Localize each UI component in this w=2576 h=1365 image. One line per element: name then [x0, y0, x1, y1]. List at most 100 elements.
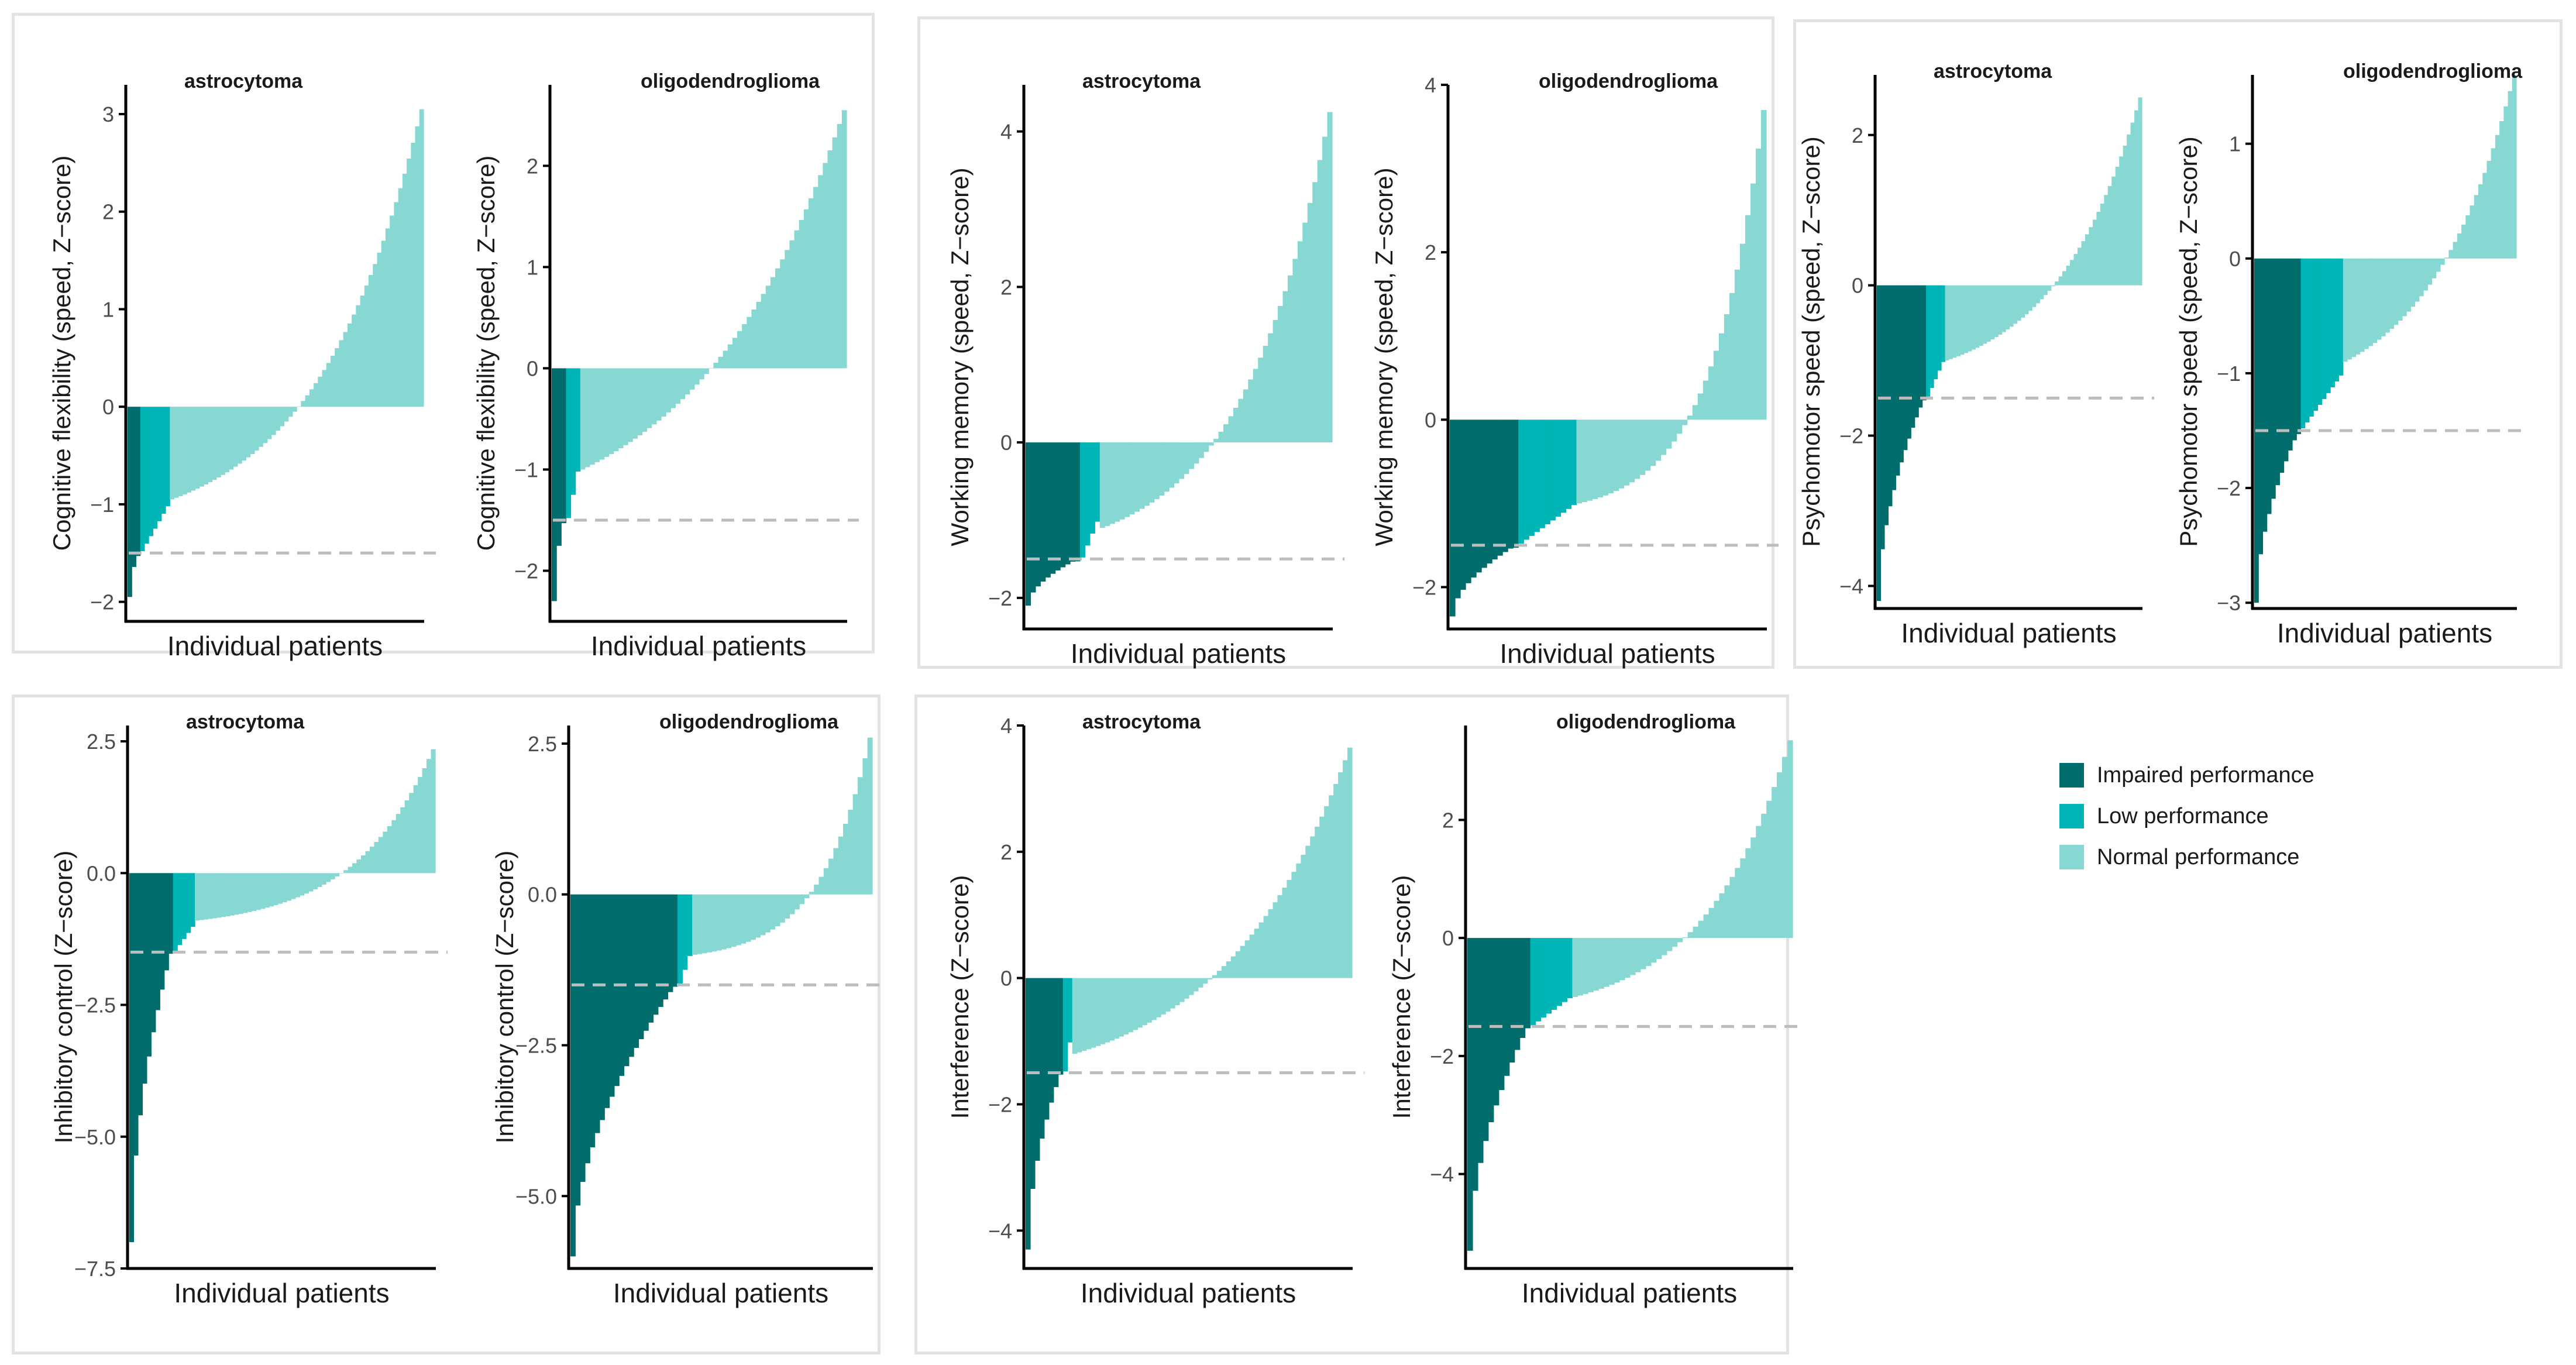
bar-normal [2024, 285, 2029, 315]
bar-normal [1072, 978, 1078, 1054]
bar-normal [1218, 431, 1224, 443]
bar-normal [1287, 879, 1292, 978]
bar-normal [794, 894, 800, 910]
bar-normal [276, 407, 280, 431]
bar-impaired [653, 894, 659, 1015]
bar-impaired [1472, 938, 1478, 1191]
bar-low [190, 873, 195, 927]
bar-normal [761, 294, 766, 369]
bar-impaired [1498, 938, 1505, 1091]
legend: Impaired performance Low performance Nor… [2059, 755, 2314, 878]
bar-normal [1687, 932, 1694, 938]
bar-normal [2047, 285, 2052, 291]
bar-normal [1184, 442, 1189, 475]
bar-normal [2402, 258, 2407, 317]
bar-normal [741, 894, 747, 944]
bar-impaired [2292, 258, 2297, 441]
bar-normal [195, 407, 200, 489]
bar-low [1934, 285, 1938, 380]
bar-normal [212, 407, 217, 480]
bar-impaired [1055, 442, 1061, 570]
bar-normal [813, 187, 818, 369]
bar-normal [2111, 176, 2116, 286]
y-tick-label: 4 [1425, 73, 1436, 97]
bar-impaired [575, 894, 581, 1206]
bar-normal [832, 137, 838, 369]
bar-low [140, 407, 145, 551]
bar-normal [419, 109, 424, 407]
bar-normal [2134, 110, 2139, 286]
bar-normal [2398, 258, 2403, 321]
bar-normal [2138, 97, 2142, 286]
bar-impaired [1450, 420, 1456, 617]
bar-normal [2448, 250, 2454, 259]
bar-normal [765, 894, 771, 933]
bar-normal [1243, 389, 1249, 443]
bar-normal [770, 277, 776, 369]
bar-impaired [1880, 285, 1885, 549]
bar-normal [1144, 442, 1150, 506]
bar-normal [1184, 978, 1189, 999]
bar-normal [1292, 259, 1298, 443]
bar-normal [1297, 241, 1303, 443]
bar-normal [1312, 182, 1318, 443]
bar-normal [390, 215, 394, 407]
bar-impaired [570, 894, 576, 1257]
bar-normal [1630, 938, 1636, 975]
bar-normal [1968, 285, 1972, 352]
bar-normal [1327, 112, 1333, 443]
x-axis-label: Individual patients [613, 1278, 828, 1308]
bar-normal [326, 873, 331, 882]
legend-item-impaired: Impaired performance [2059, 755, 2314, 796]
bar-normal [365, 851, 370, 874]
bar-normal [1703, 380, 1709, 420]
bar-normal [858, 777, 863, 895]
bar-normal [2020, 285, 2025, 318]
bar-normal [381, 240, 386, 407]
panel-box-cognitive-flexibility [12, 13, 875, 654]
bar-normal [838, 836, 844, 895]
bar-normal [1154, 442, 1160, 500]
y-tick-label: 2 [1425, 240, 1436, 264]
bar-normal [273, 873, 278, 905]
bar-impaired [1488, 938, 1494, 1122]
bar-impaired [1891, 285, 1896, 490]
bar-normal [852, 794, 858, 895]
bar-normal [1619, 938, 1625, 981]
bar-normal [2376, 258, 2382, 340]
bar-normal [208, 873, 213, 919]
bar-impaired [1888, 285, 1893, 507]
bar-normal [286, 873, 292, 901]
bar-normal [1639, 420, 1646, 475]
bar-normal [1240, 945, 1246, 978]
bar-normal [818, 876, 824, 895]
bar-normal [1588, 938, 1594, 993]
subplot-5: −4 −2 0 2 astrocytoma Individual patients Psyc… [1797, 60, 2154, 648]
bar-normal [1291, 872, 1296, 978]
y-tick-label: 0 [1000, 967, 1012, 991]
bar-normal [670, 368, 676, 408]
bar-normal [2115, 166, 2120, 286]
bar-normal [1787, 740, 1793, 938]
bar-normal [675, 368, 681, 404]
y-tick-label: 2 [1000, 275, 1012, 299]
bar-normal [1945, 285, 1949, 361]
bar-normal [238, 873, 243, 914]
bar-impaired [614, 894, 620, 1087]
y-tick-label: −4 [1839, 574, 1863, 598]
bar-low [1556, 938, 1563, 1006]
bar-normal [237, 407, 242, 464]
bar-low [149, 407, 153, 537]
y-axis-label: Cognitive flexibility (speed, Z−score) [48, 156, 75, 551]
y-tick-label: 0 [1425, 408, 1436, 432]
bar-normal [256, 873, 261, 910]
bar-normal [387, 826, 392, 874]
bar-low [1551, 938, 1557, 1010]
bar-normal [1609, 938, 1615, 985]
bar-normal [221, 873, 226, 917]
bar-normal [1952, 285, 1957, 358]
bar-normal [2104, 195, 2109, 286]
bar-normal [309, 389, 314, 407]
subplot-title: oligodendroglioma [1539, 70, 1718, 92]
bar-normal [828, 858, 834, 895]
